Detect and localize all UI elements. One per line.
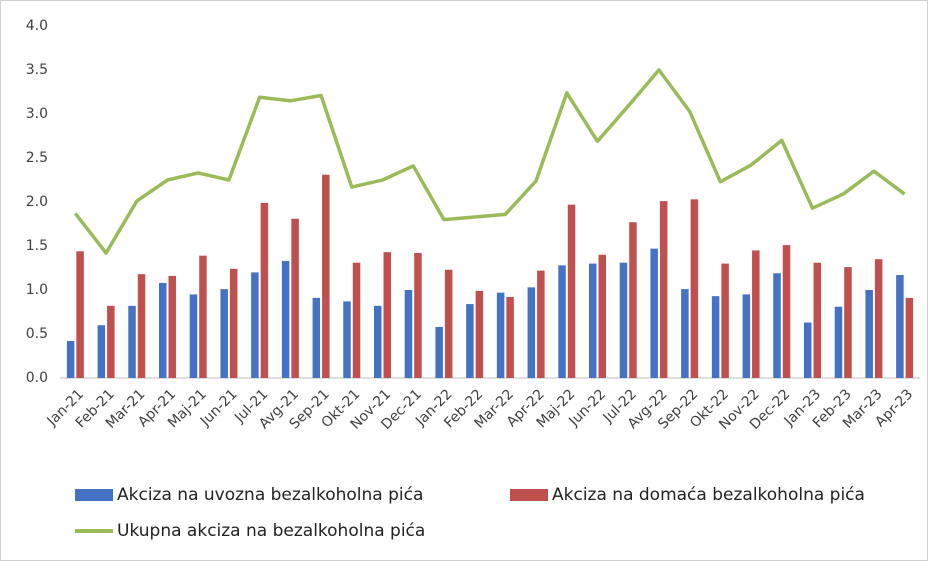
bar	[251, 272, 259, 378]
bar	[260, 202, 269, 378]
bar	[537, 270, 545, 378]
bar	[383, 252, 391, 378]
bar	[475, 290, 484, 378]
y-tick-label: 2.0	[26, 194, 48, 210]
bar	[711, 296, 720, 378]
legend-label: Akciza na uvozna bezalkoholna pića	[117, 485, 423, 505]
bar	[650, 248, 658, 378]
bar	[619, 262, 628, 378]
bar	[844, 267, 852, 378]
bar	[558, 265, 566, 378]
bar	[128, 305, 136, 378]
bar	[374, 305, 382, 378]
bar	[66, 341, 75, 378]
y-tick-label: 2.5	[26, 150, 48, 166]
bar	[659, 201, 668, 378]
bar	[782, 245, 791, 378]
bar	[773, 273, 781, 378]
bar	[404, 290, 413, 378]
bar	[905, 297, 914, 378]
bar	[220, 289, 228, 378]
bar	[435, 326, 443, 378]
bar	[527, 287, 536, 378]
bar	[813, 262, 821, 378]
bar	[896, 275, 904, 378]
bar	[874, 259, 883, 378]
bar	[466, 304, 474, 378]
bar	[322, 174, 330, 378]
line	[73, 68, 906, 255]
bar	[168, 275, 176, 378]
bar	[414, 253, 422, 378]
y-tick-label: 1.0	[26, 282, 48, 298]
bar	[752, 250, 760, 378]
bar	[343, 301, 351, 378]
bar	[159, 282, 167, 378]
bar	[629, 222, 637, 378]
bar	[189, 294, 198, 378]
bar	[598, 254, 606, 378]
y-tick-label: 0.5	[26, 326, 48, 342]
y-tick-label: 3.0	[26, 106, 48, 122]
bar	[291, 218, 299, 378]
y-tick-label: 3.5	[26, 62, 48, 78]
bar	[742, 294, 751, 378]
bar	[76, 251, 84, 378]
bar	[496, 292, 505, 378]
bar	[312, 297, 321, 378]
bar	[281, 260, 290, 378]
bar	[865, 290, 873, 378]
bar	[506, 297, 514, 378]
legend-swatch	[510, 489, 548, 501]
legend-label: Ukupna akciza na bezalkoholna pića	[117, 521, 425, 541]
bar	[352, 262, 361, 378]
bar	[107, 305, 115, 378]
bar	[199, 255, 207, 378]
y-tick-label: 4.0	[26, 18, 48, 34]
bar	[834, 306, 843, 378]
y-tick-label: 1.5	[26, 238, 48, 254]
bar	[721, 263, 729, 378]
bar	[97, 325, 106, 378]
bar	[804, 322, 812, 378]
legend-label: Akciza na domaća bezalkoholna pića	[552, 485, 865, 505]
bar	[589, 263, 597, 378]
y-tick-label: 0.0	[26, 370, 48, 386]
bar	[229, 268, 238, 378]
bar	[567, 204, 576, 378]
bar	[690, 199, 699, 378]
legend-swatch	[75, 489, 113, 501]
bar	[681, 289, 689, 378]
bar	[444, 269, 453, 378]
bar	[137, 274, 146, 378]
